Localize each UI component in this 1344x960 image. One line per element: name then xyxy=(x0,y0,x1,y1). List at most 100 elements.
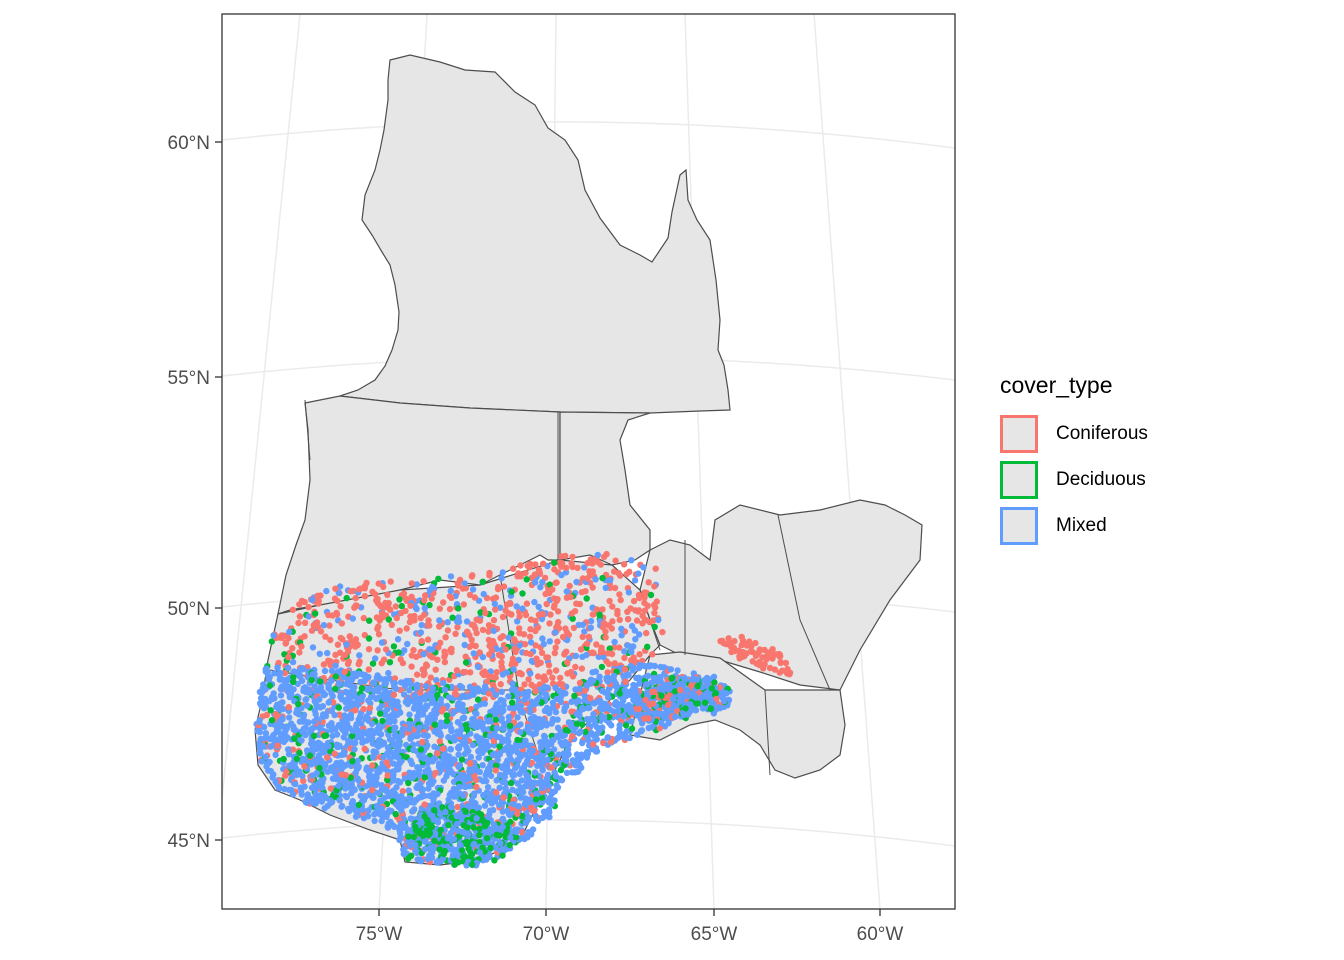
point-coniferous xyxy=(331,750,338,757)
point-deciduous xyxy=(557,766,565,774)
point-mixed xyxy=(574,697,582,704)
point-mixed xyxy=(559,742,566,749)
point-coniferous xyxy=(485,690,492,697)
point-mixed xyxy=(296,672,303,680)
point-coniferous xyxy=(482,609,489,617)
point-mixed xyxy=(417,780,424,788)
point-mixed xyxy=(427,690,434,697)
point-mixed xyxy=(522,783,529,790)
point-mixed xyxy=(485,766,492,773)
point-coniferous xyxy=(518,829,525,836)
point-deciduous xyxy=(385,616,392,623)
point-coniferous xyxy=(617,596,624,604)
point-coniferous xyxy=(725,635,732,642)
point-mixed xyxy=(400,691,408,698)
point-coniferous xyxy=(604,669,611,676)
point-mixed xyxy=(472,723,479,730)
point-mixed xyxy=(450,825,457,832)
point-coniferous xyxy=(393,614,400,622)
point-mixed xyxy=(552,708,560,716)
point-coniferous xyxy=(476,617,484,624)
point-mixed xyxy=(493,824,500,832)
legend-key-deciduous xyxy=(1000,461,1038,499)
point-mixed xyxy=(487,772,495,780)
point-mixed xyxy=(286,689,293,697)
point-coniferous xyxy=(378,660,385,667)
point-mixed xyxy=(534,719,541,726)
point-coniferous xyxy=(454,803,461,811)
point-mixed xyxy=(627,691,634,699)
point-mixed xyxy=(634,731,641,738)
point-coniferous xyxy=(289,746,297,753)
point-mixed xyxy=(474,663,482,671)
point-mixed xyxy=(325,743,332,750)
point-coniferous xyxy=(331,595,339,602)
point-mixed xyxy=(529,731,537,738)
point-mixed xyxy=(313,770,320,777)
point-coniferous xyxy=(285,634,292,642)
point-mixed xyxy=(298,677,306,684)
point-coniferous xyxy=(606,597,613,605)
point-coniferous xyxy=(285,654,292,661)
point-mixed xyxy=(332,662,339,669)
point-mixed xyxy=(517,702,525,709)
point-coniferous xyxy=(466,591,474,599)
point-mixed xyxy=(500,701,507,709)
point-coniferous xyxy=(533,655,540,662)
point-coniferous xyxy=(361,745,368,752)
point-mixed xyxy=(645,672,652,680)
point-mixed xyxy=(636,631,643,638)
point-deciduous xyxy=(289,678,297,686)
point-mixed xyxy=(533,697,541,704)
point-mixed xyxy=(605,694,612,701)
point-coniferous xyxy=(583,640,591,647)
point-mixed xyxy=(511,743,518,750)
point-coniferous xyxy=(363,579,370,587)
point-mixed xyxy=(537,744,545,751)
point-mixed xyxy=(597,704,604,712)
point-mixed xyxy=(618,625,625,632)
point-mixed xyxy=(676,697,683,704)
point-mixed xyxy=(492,844,499,851)
point-mixed xyxy=(616,733,623,741)
point-mixed xyxy=(321,667,329,675)
point-mixed xyxy=(656,675,663,682)
point-mixed xyxy=(615,707,622,715)
point-mixed xyxy=(289,791,297,798)
point-coniferous xyxy=(536,568,543,575)
point-deciduous xyxy=(682,705,689,712)
point-coniferous xyxy=(659,628,666,636)
point-mixed xyxy=(425,780,433,787)
point-coniferous xyxy=(442,634,449,641)
point-coniferous xyxy=(466,643,473,650)
point-coniferous xyxy=(509,655,517,662)
point-deciduous xyxy=(658,692,665,699)
point-mixed xyxy=(468,797,476,804)
point-mixed xyxy=(359,728,366,736)
point-mixed xyxy=(321,805,328,812)
point-mixed xyxy=(558,571,565,579)
point-mixed xyxy=(282,684,290,691)
point-mixed xyxy=(655,710,662,718)
point-coniferous xyxy=(408,663,415,670)
point-mixed xyxy=(694,676,701,683)
point-deciduous xyxy=(290,673,297,681)
point-mixed xyxy=(351,746,358,753)
point-mixed xyxy=(315,757,322,764)
point-mixed xyxy=(378,797,385,804)
point-coniferous xyxy=(727,643,734,650)
point-coniferous xyxy=(566,582,573,590)
point-mixed xyxy=(343,793,350,801)
point-coniferous xyxy=(374,625,381,633)
point-deciduous xyxy=(622,722,630,729)
point-mixed xyxy=(600,653,607,661)
point-coniferous xyxy=(298,643,305,650)
point-mixed xyxy=(286,628,293,636)
point-mixed xyxy=(655,616,662,624)
point-coniferous xyxy=(490,617,498,624)
point-mixed xyxy=(527,670,534,677)
point-deciduous xyxy=(465,845,472,852)
point-mixed xyxy=(422,768,429,775)
point-mixed xyxy=(422,744,430,751)
point-mixed xyxy=(453,812,461,820)
